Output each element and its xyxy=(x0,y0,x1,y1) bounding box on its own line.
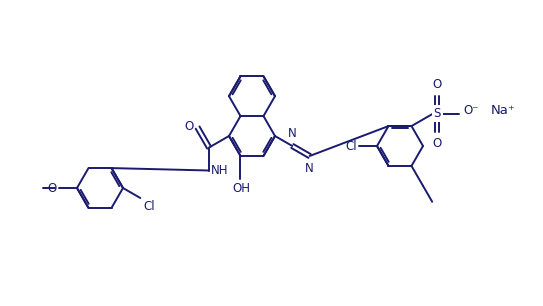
Text: N: N xyxy=(305,162,314,175)
Text: OH: OH xyxy=(232,182,250,195)
Text: O: O xyxy=(48,181,57,195)
Text: NH: NH xyxy=(211,164,229,177)
Text: Cl: Cl xyxy=(143,200,155,213)
Text: O⁻: O⁻ xyxy=(463,104,478,117)
Text: O: O xyxy=(433,136,442,150)
Text: N: N xyxy=(288,127,296,140)
Text: Na⁺: Na⁺ xyxy=(491,104,516,117)
Text: O: O xyxy=(184,120,194,133)
Text: O: O xyxy=(433,78,442,91)
Text: S: S xyxy=(433,107,441,120)
Text: Cl: Cl xyxy=(345,140,357,152)
